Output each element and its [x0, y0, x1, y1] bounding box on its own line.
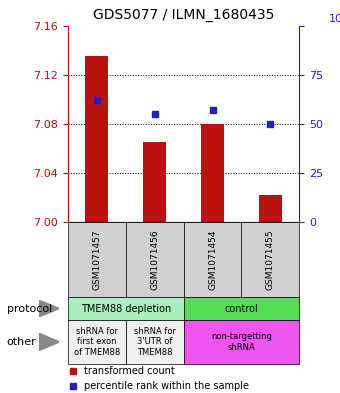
- Text: control: control: [224, 303, 258, 314]
- Bar: [126, 320, 184, 364]
- Text: GSM1071455: GSM1071455: [266, 229, 275, 290]
- Bar: [184, 222, 241, 297]
- Bar: [184, 320, 299, 364]
- Bar: [85, 56, 108, 222]
- Bar: [126, 222, 184, 297]
- Text: shRNA for
3'UTR of
TMEM88: shRNA for 3'UTR of TMEM88: [134, 327, 176, 357]
- Text: non-targetting
shRNA: non-targetting shRNA: [211, 332, 272, 352]
- Text: other: other: [7, 337, 36, 347]
- Bar: [68, 222, 126, 297]
- Title: GDS5077 / ILMN_1680435: GDS5077 / ILMN_1680435: [93, 8, 274, 22]
- Text: GSM1071456: GSM1071456: [150, 229, 159, 290]
- Polygon shape: [39, 333, 60, 351]
- Text: TMEM88 depletion: TMEM88 depletion: [81, 303, 171, 314]
- Text: shRNA for
first exon
of TMEM88: shRNA for first exon of TMEM88: [74, 327, 120, 357]
- Bar: [184, 297, 299, 320]
- Text: percentile rank within the sample: percentile rank within the sample: [84, 381, 249, 391]
- Text: protocol: protocol: [7, 303, 52, 314]
- Polygon shape: [39, 300, 60, 317]
- Bar: [259, 195, 282, 222]
- Text: 100%: 100%: [329, 14, 340, 24]
- Text: transformed count: transformed count: [84, 366, 175, 376]
- Bar: [241, 222, 299, 297]
- Bar: [143, 142, 166, 222]
- Bar: [201, 124, 224, 222]
- Bar: [68, 297, 184, 320]
- Text: GSM1071457: GSM1071457: [92, 229, 101, 290]
- Text: GSM1071454: GSM1071454: [208, 229, 217, 290]
- Bar: [68, 320, 126, 364]
